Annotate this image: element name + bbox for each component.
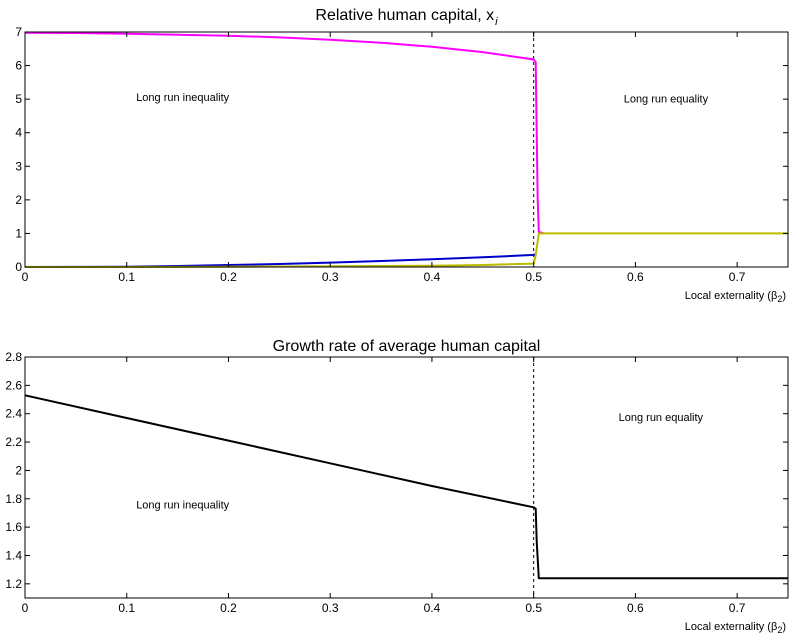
series-line-1 [24,394,788,580]
x-tick-label: 0.4 [424,601,441,615]
x-tick-label: 0.3 [322,270,339,284]
y-tick-label: 4 [15,126,22,140]
regime-annotation: Long run equality [619,412,704,424]
x-tick-label: 0.5 [525,270,542,284]
series-line-3 [25,232,788,268]
x-tick-label: 0.2 [220,270,237,284]
y-tick-label: 1 [15,226,22,240]
y-tick-label: 2.4 [5,407,22,421]
x-tick-label: 0.4 [424,270,441,284]
plot-frame [24,31,789,268]
regime-annotation: Long run inequality [136,92,229,104]
x-axis-label: Local externality (β2) [685,621,786,635]
y-tick-label: 2.6 [5,378,22,392]
x-tick-label: 0 [22,270,29,284]
x-tick-label: 0.5 [525,601,542,615]
y-tick-label: 1.6 [5,520,22,534]
x-tick-label: 0.6 [627,270,644,284]
chart-title: Growth rate of average human capital [273,338,541,355]
chart-panel-1: Relative human capital, xi 0 0.1 0.2 0.3 0.4 0… [15,7,789,304]
y-tick-label: 1.8 [5,492,22,506]
x-tick-label: 0.6 [627,601,644,615]
x-tick-label: 0.7 [729,270,746,284]
y-tick-label: 2.8 [5,350,22,364]
x-tick-label: 0.3 [322,601,339,615]
y-tick-label: 1.4 [5,548,22,562]
regime-annotation: Long run equality [624,94,709,106]
regime-annotation: Long run inequality [136,500,229,512]
y-tick-label: 1.2 [5,577,22,591]
chart-title: Relative human capital, xi [315,7,498,28]
y-tick-label: 5 [15,92,22,106]
x-tick-label: 0.1 [118,270,135,284]
x-tick-label: 0.1 [118,601,135,615]
y-tick-label: 2 [15,193,22,207]
plot-frame [24,356,789,599]
y-tick-label: 7 [15,25,22,39]
x-tick-label: 0.2 [220,601,237,615]
y-tick-label: 3 [15,159,22,173]
x-tick-label: 0 [22,601,29,615]
y-tick-label: 2 [15,463,22,477]
series-line-1 [24,31,545,235]
chart-panel-2: Growth rate of average human capital 0 0.1… [5,338,789,635]
y-tick-label: 2.2 [5,435,22,449]
y-tick-label: 0 [15,260,22,274]
x-tick-label: 0.7 [729,601,746,615]
y-tick-label: 6 [15,59,22,73]
x-axis-label: Local externality (β2) [685,290,786,304]
